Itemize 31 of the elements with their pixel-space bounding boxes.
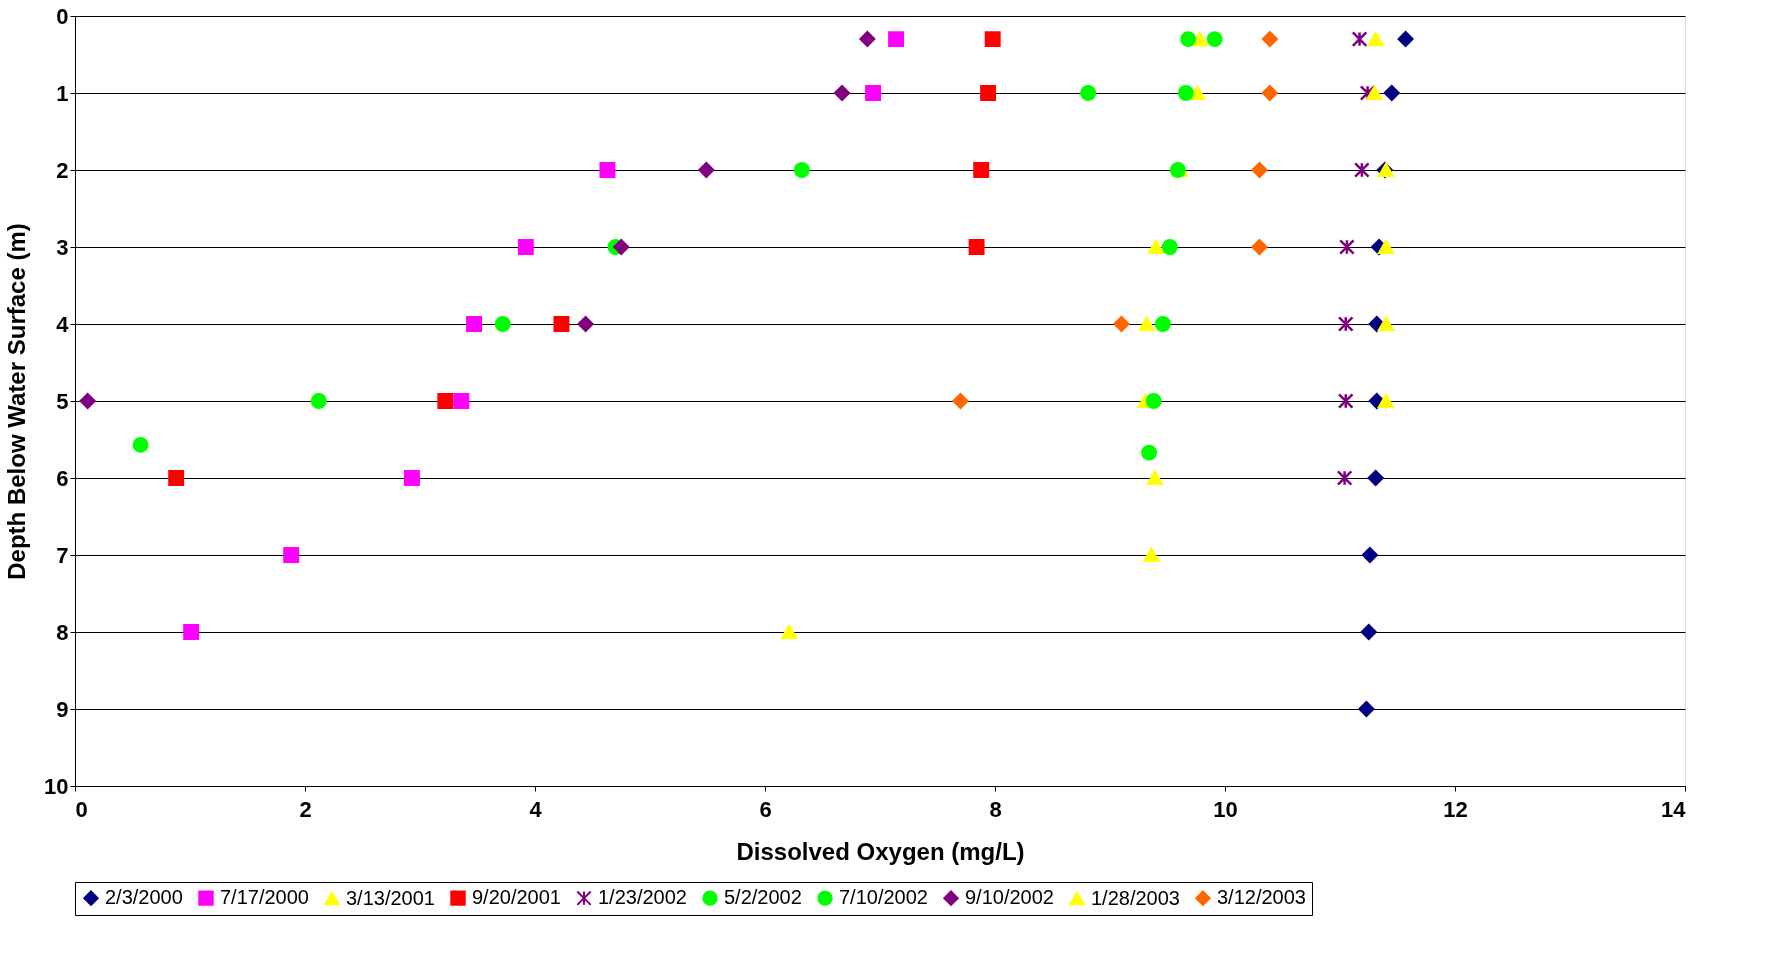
x-tick-label: 8 [989, 796, 1002, 822]
y-tick-label: 9 [56, 696, 69, 722]
x-tick-label: 4 [529, 796, 543, 822]
y-tick-label: 3 [56, 234, 69, 260]
legend-label: 3/12/2003 [1217, 886, 1306, 909]
x-tick-label: 10 [1213, 796, 1238, 822]
x-tick-label: 12 [1443, 796, 1468, 822]
y-tick-label: 7 [56, 542, 69, 568]
y-tick-label: 2 [56, 157, 69, 183]
x-tick-label: 0 [75, 796, 88, 822]
x-tick-label: 14 [1661, 796, 1687, 822]
legend-label: 9/20/2001 [472, 886, 561, 909]
legend-label: 2/3/2000 [105, 886, 183, 909]
y-tick-label: 1 [56, 80, 69, 106]
y-axis-title: Depth Below Water Surface (m) [3, 223, 31, 580]
y-tick-label: 10 [44, 773, 69, 799]
y-tick-label: 5 [56, 388, 69, 414]
legend-label: 5/2/2002 [724, 886, 802, 909]
legend-label: 9/10/2002 [965, 886, 1054, 909]
legend-label: 3/13/2001 [346, 886, 435, 909]
legend-label: 7/17/2000 [220, 886, 309, 909]
x-axis-title: Dissolved Oxygen (mg/L) [736, 837, 1025, 865]
legend-label: 1/28/2003 [1091, 886, 1180, 909]
legend-label: 1/23/2002 [598, 886, 687, 909]
x-tick-label: 2 [299, 796, 312, 822]
y-tick-label: 4 [56, 311, 70, 337]
y-tick-label: 6 [56, 465, 69, 491]
x-tick-label: 6 [759, 796, 772, 822]
y-tick-label: 8 [56, 619, 69, 645]
legend-label: 7/10/2002 [839, 886, 928, 909]
y-tick-label: 0 [56, 3, 69, 29]
